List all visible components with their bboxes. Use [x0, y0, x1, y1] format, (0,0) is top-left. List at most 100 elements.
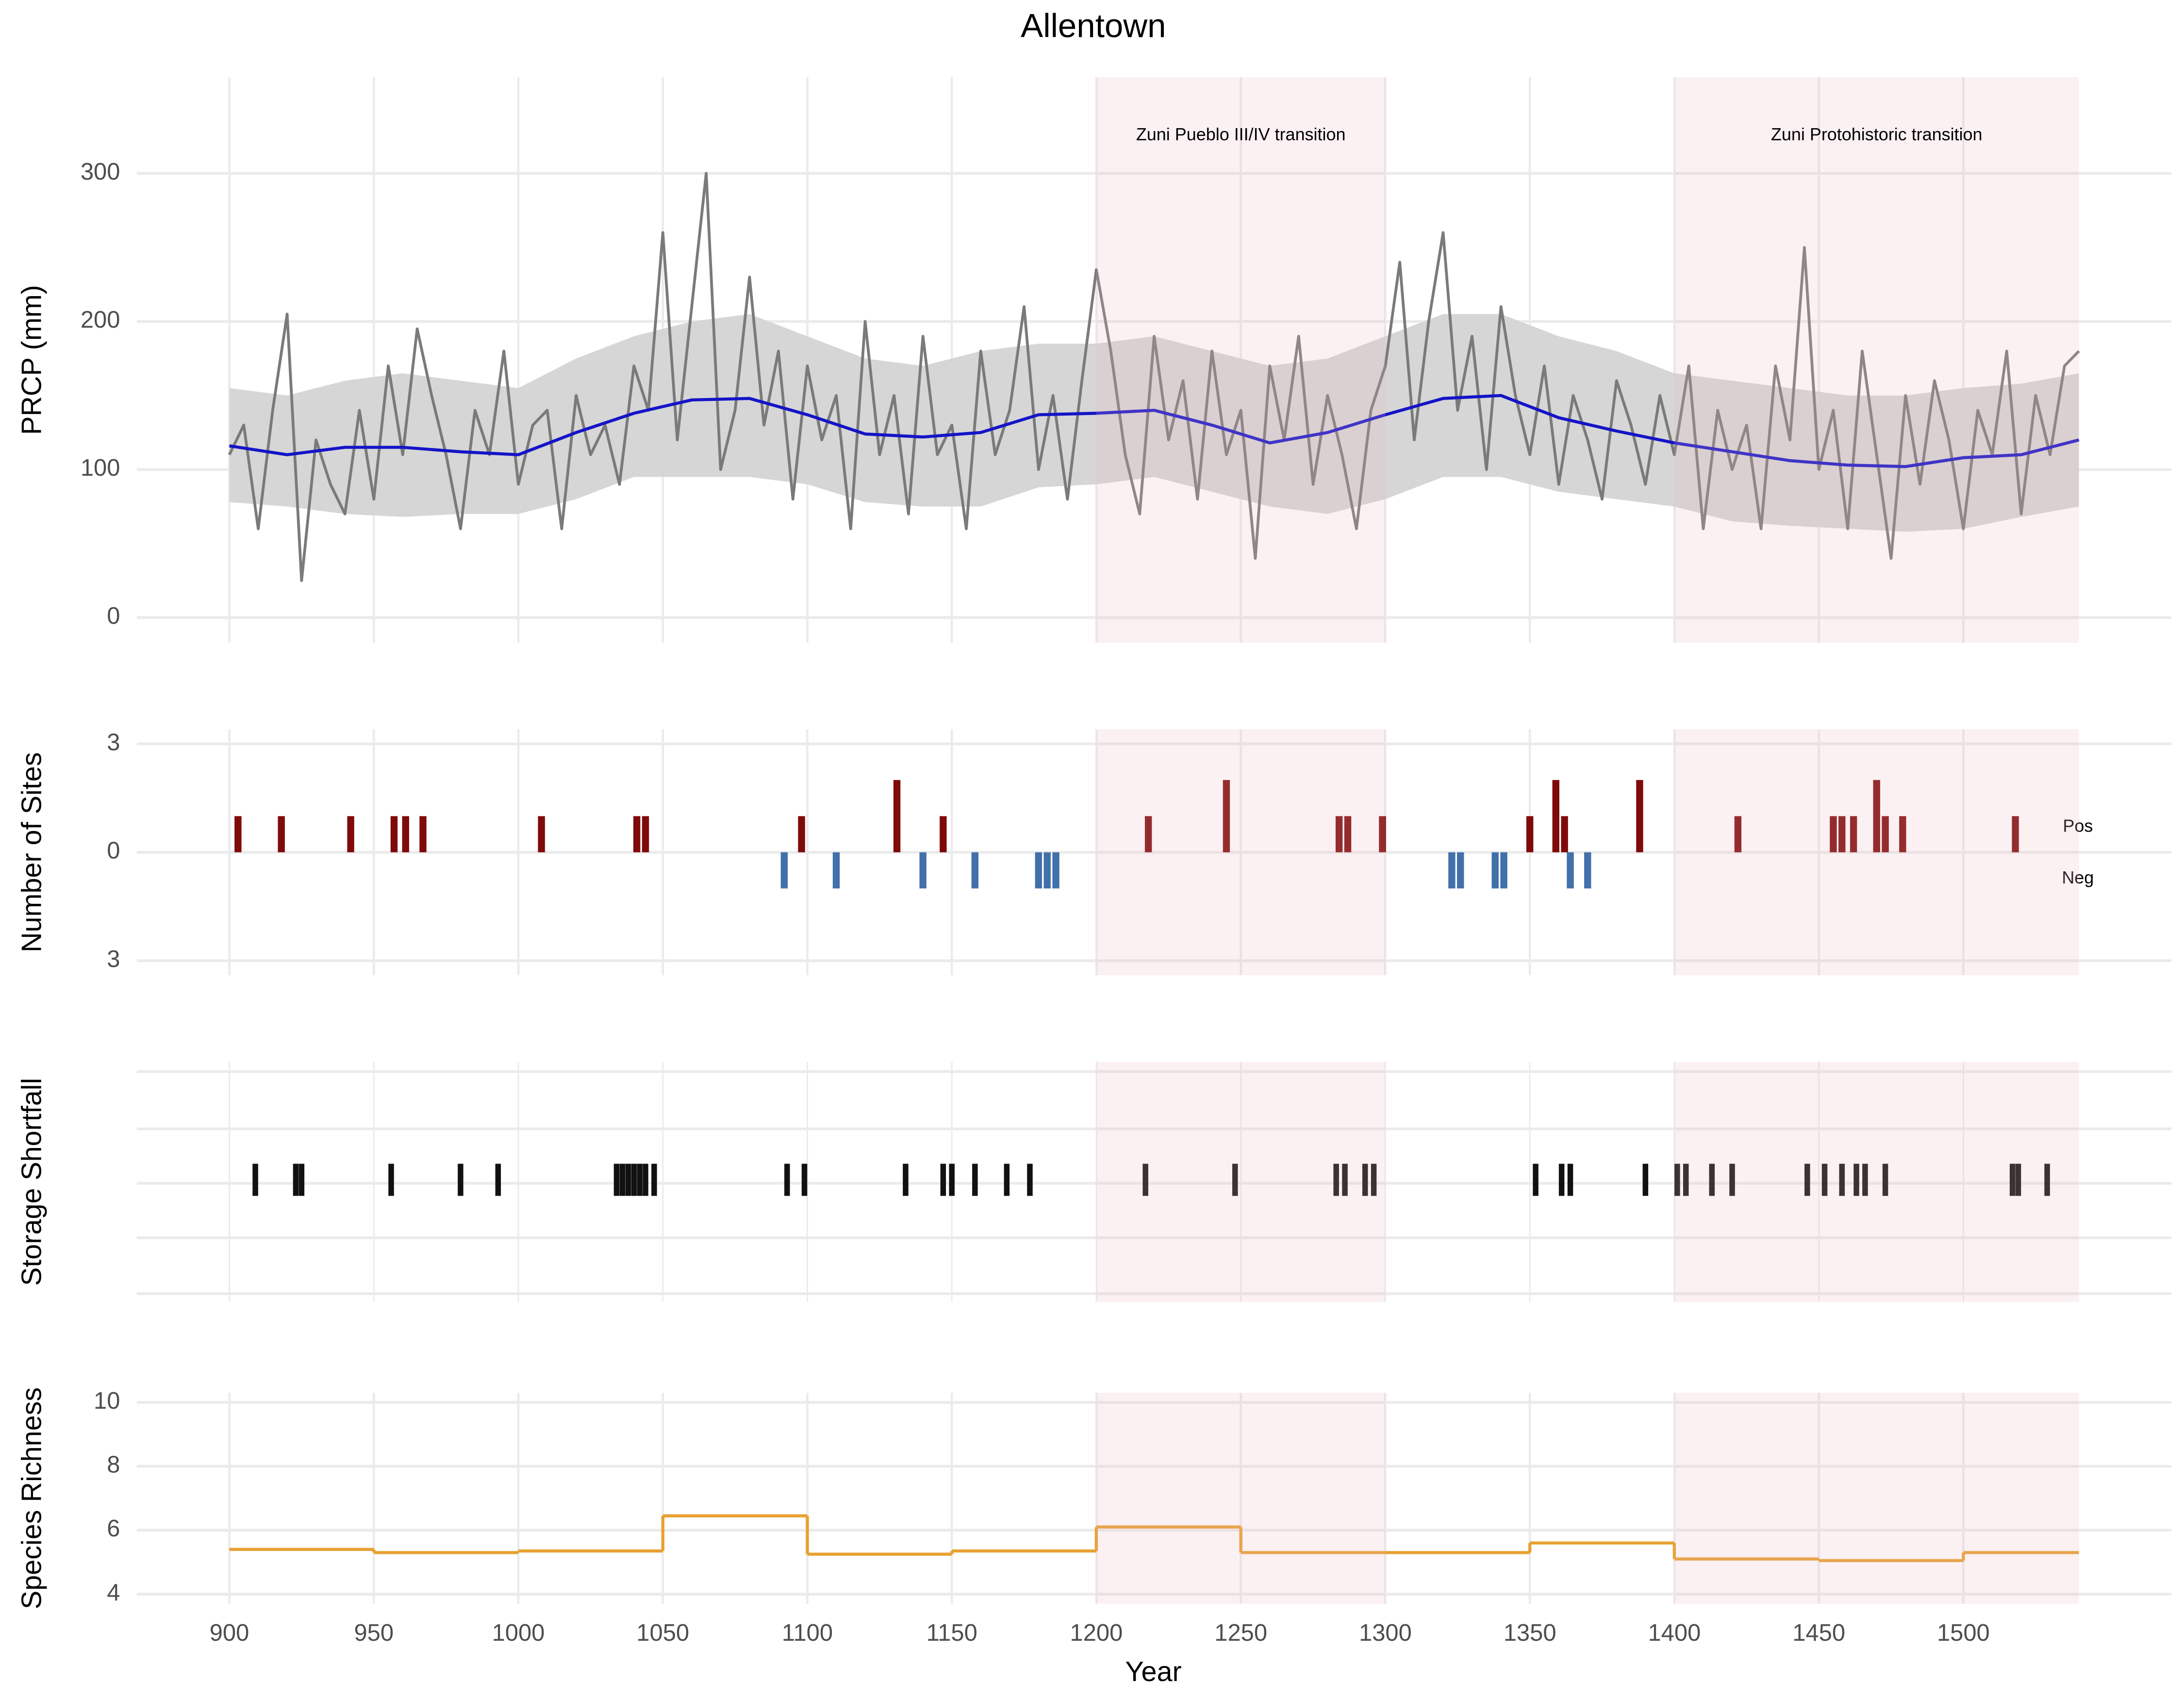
shortfall-mark	[1232, 1164, 1238, 1196]
y-tick-label: 3	[107, 946, 120, 972]
shortfall-mark	[1642, 1164, 1649, 1196]
shortfall-mark	[1027, 1164, 1033, 1196]
x-tick-label: 1200	[1070, 1620, 1123, 1646]
shortfall-mark	[458, 1164, 463, 1196]
site-bar	[1335, 816, 1343, 852]
region-label: Zuni Pueblo III/IV transition	[1136, 124, 1346, 144]
x-tick-label: 1350	[1504, 1620, 1556, 1646]
y-axis-title: Storage Shortfall	[16, 1078, 47, 1286]
shortfall-mark	[1882, 1164, 1888, 1196]
x-tick-label: 1300	[1359, 1620, 1412, 1646]
site-bar	[1035, 852, 1042, 889]
site-bar	[1584, 852, 1591, 889]
site-bar	[278, 816, 285, 852]
shortfall-mark	[1142, 1164, 1148, 1196]
site-bar	[633, 816, 641, 852]
site-bar	[1526, 816, 1534, 852]
legend-label: Neg	[2062, 867, 2094, 887]
shortfall-mark	[388, 1164, 394, 1196]
shortfall-mark	[1004, 1164, 1010, 1196]
x-tick-label: 1250	[1214, 1620, 1267, 1646]
site-bar	[1223, 780, 1230, 852]
shortfall-mark	[972, 1164, 978, 1196]
site-bar	[971, 852, 979, 889]
site-bar	[419, 816, 427, 852]
x-tick-label: 900	[210, 1620, 249, 1646]
site-bar	[893, 780, 901, 852]
shortfall-mark	[1674, 1164, 1680, 1196]
shortfall-mark	[2009, 1164, 2016, 1196]
site-bar	[1052, 852, 1059, 889]
site-bar	[538, 816, 545, 852]
region-label: Zuni Protohistoric transition	[1771, 124, 1983, 144]
y-tick-label: 4	[107, 1580, 120, 1606]
y-tick-label: 300	[81, 159, 120, 185]
site-bar	[1830, 816, 1837, 852]
shortfall-mark	[2015, 1164, 2021, 1196]
site-bar	[1850, 816, 1857, 852]
shortfall-mark	[298, 1164, 305, 1196]
site-bar	[402, 816, 409, 852]
site-bar	[1882, 816, 1889, 852]
site-bar	[798, 816, 805, 852]
x-tick-label: 1100	[782, 1620, 833, 1646]
site-bar	[832, 852, 840, 889]
transition-shade	[1096, 1393, 1386, 1604]
y-axis-title: Species Richness	[16, 1387, 47, 1609]
site-bar	[347, 816, 354, 852]
shortfall-mark	[1729, 1164, 1735, 1196]
site-bar	[1636, 780, 1643, 852]
shortfall-mark	[1558, 1164, 1565, 1196]
shortfall-mark	[625, 1164, 631, 1196]
transition-shade	[1674, 1062, 2079, 1302]
y-tick-label: 200	[81, 307, 120, 333]
shortfall-mark	[1683, 1164, 1689, 1196]
y-tick-label: 3	[107, 729, 120, 755]
shortfall-mark	[637, 1164, 643, 1196]
shortfall-mark	[643, 1164, 648, 1196]
x-tick-label: 1400	[1648, 1620, 1701, 1646]
x-tick-label: 1000	[492, 1620, 545, 1646]
shortfall-mark	[1362, 1164, 1368, 1196]
site-bar	[1500, 852, 1507, 889]
x-axis-title: Year	[1125, 1656, 1181, 1687]
site-bar	[940, 816, 947, 852]
site-bar	[1448, 852, 1456, 889]
y-tick-label: 6	[107, 1516, 120, 1542]
site-bar	[1561, 816, 1568, 852]
site-bar	[1457, 852, 1464, 889]
site-bar	[1567, 852, 1574, 889]
y-axis-title: Number of Sites	[16, 752, 47, 952]
shortfall-mark	[1839, 1164, 1845, 1196]
shortfall-mark	[1709, 1164, 1715, 1196]
shortfall-mark	[619, 1164, 626, 1196]
y-axis-title: PRCP (mm)	[16, 285, 47, 435]
site-bar	[1043, 852, 1051, 889]
site-bar	[390, 816, 398, 852]
shortfall-mark	[1804, 1164, 1810, 1196]
transition-shade	[1674, 77, 2079, 643]
shortfall-mark	[2044, 1164, 2050, 1196]
x-tick-label: 1150	[927, 1620, 977, 1646]
shortfall-mark	[784, 1164, 790, 1196]
transition-shade	[1674, 1393, 2079, 1604]
site-bar	[1899, 816, 1906, 852]
shortfall-mark	[495, 1164, 501, 1196]
shortfall-mark	[252, 1164, 258, 1196]
site-bar	[642, 816, 649, 852]
shortfall-mark	[1853, 1164, 1859, 1196]
site-bar	[780, 852, 788, 889]
site-bar	[1344, 816, 1352, 852]
transition-shade	[1096, 1062, 1386, 1302]
shortfall-mark	[631, 1164, 637, 1196]
smoothed-line	[229, 394, 2080, 468]
x-tick-label: 1500	[1937, 1620, 1990, 1646]
shortfall-mark	[613, 1164, 620, 1196]
shortfall-mark	[1862, 1164, 1868, 1196]
site-bar	[1838, 816, 1846, 852]
chart-title: Allentown	[1021, 6, 1166, 44]
y-tick-label: 0	[107, 838, 120, 864]
shortfall-mark	[293, 1164, 299, 1196]
